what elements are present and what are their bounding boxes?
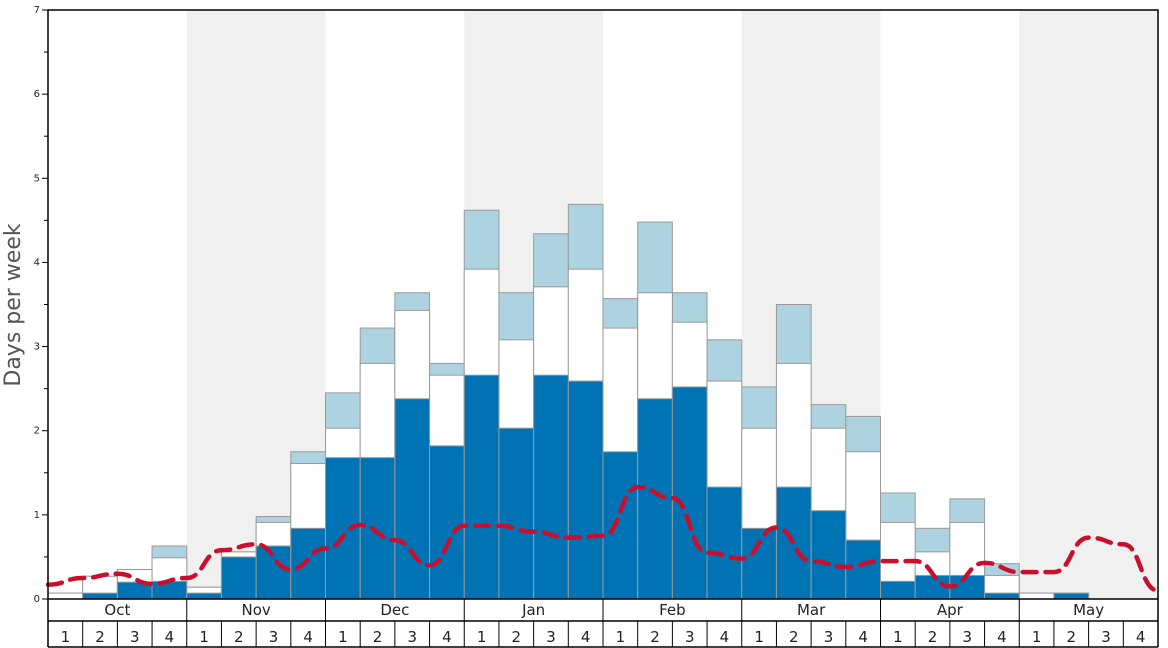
y-tick-label: 3: [34, 342, 40, 353]
week-label: 1: [61, 628, 71, 646]
week-label: 2: [1067, 628, 1077, 646]
bar-dark-15: [533, 374, 569, 600]
month-label-feb: Feb: [659, 601, 686, 619]
y-tick-label: 7: [34, 5, 40, 16]
bar-dark-6: [220, 556, 257, 600]
week-label: 2: [928, 628, 938, 646]
week-label: 1: [338, 628, 348, 646]
y-tick-label: 5: [34, 173, 40, 184]
bar-dark-5: [186, 592, 222, 600]
bar-white-1: [47, 592, 84, 600]
week-label: 1: [893, 628, 903, 646]
month-label-jan: Jan: [521, 601, 545, 619]
bar-dark-21: [741, 527, 777, 600]
week-label: 4: [581, 628, 591, 646]
bar-dark-23: [810, 510, 847, 600]
week-label: 3: [546, 628, 556, 646]
week-label: 4: [997, 628, 1007, 646]
bars-group: [47, 203, 1090, 600]
week-label: 1: [477, 628, 487, 646]
y-tick-label: 4: [34, 257, 40, 268]
bar-white-29: [1018, 592, 1055, 600]
week-label: 3: [824, 628, 834, 646]
month-label-mar: Mar: [797, 601, 826, 619]
week-label: 2: [95, 628, 105, 646]
week-label: 3: [407, 628, 417, 646]
bar-dark-30: [1053, 592, 1090, 600]
month-label-apr: Apr: [937, 601, 964, 619]
week-label: 3: [685, 628, 695, 646]
bar-dark-10: [359, 457, 396, 600]
week-label: 3: [269, 628, 279, 646]
bar-dark-11: [394, 398, 431, 600]
week-label: 4: [442, 628, 452, 646]
bar-dark-24: [845, 539, 881, 600]
month-label-dec: Dec: [380, 601, 409, 619]
month-label-nov: Nov: [241, 601, 270, 619]
month-label-may: May: [1073, 601, 1104, 619]
week-label: 2: [234, 628, 244, 646]
bar-dark-4: [151, 580, 188, 600]
y-axis-label: Days per week: [1, 223, 26, 386]
bar-dark-14: [498, 427, 535, 600]
bar-dark-16: [567, 380, 604, 600]
trend-line: [45, 484, 1161, 593]
week-label: 3: [130, 628, 140, 646]
week-label: 2: [512, 628, 522, 646]
bar-dark-13: [463, 374, 500, 600]
bar-dark-17: [602, 451, 639, 600]
y-axis: 0 1 2 3 4 5 6 7: [34, 5, 48, 605]
month-band-may: [1019, 10, 1158, 599]
week-label: 4: [165, 628, 175, 646]
bar-dark-18: [637, 398, 673, 600]
y-tick-label: 0: [34, 594, 40, 605]
x-axis: Oct 1 2 3 4 Nov 1 2 3 4 Dec 1 2 3 4 Jan 1 2 3 4 Feb 1 2 3 4 Mar 1 2…: [47, 599, 1159, 648]
week-label: 4: [303, 628, 313, 646]
bar-dark-9: [325, 457, 361, 600]
week-label: 3: [1101, 628, 1111, 646]
week-label: 4: [720, 628, 730, 646]
week-label: 1: [199, 628, 209, 646]
week-label: 4: [1136, 628, 1146, 646]
y-tick-label: 6: [34, 89, 40, 100]
week-label: 1: [1032, 628, 1042, 646]
week-label: 3: [962, 628, 972, 646]
bar-dark-8: [290, 527, 326, 600]
bar-dark-12: [429, 445, 465, 600]
bar-dark-19: [671, 386, 708, 600]
week-label: 4: [858, 628, 868, 646]
week-label: 2: [373, 628, 383, 646]
y-tick-label: 2: [34, 426, 40, 437]
month-label-oct: Oct: [104, 601, 130, 619]
bar-dark-25: [880, 580, 916, 600]
bar-dark-2: [82, 592, 118, 600]
bar-dark-20: [706, 486, 743, 600]
plot-border: [47, 9, 1159, 600]
bar-dark-28: [984, 592, 1020, 600]
week-label: 2: [789, 628, 799, 646]
week-label: 2: [650, 628, 660, 646]
week-label: 1: [616, 628, 626, 646]
week-label: 1: [754, 628, 764, 646]
trend-line-group: [45, 484, 1161, 593]
y-tick-label: 1: [34, 510, 40, 521]
